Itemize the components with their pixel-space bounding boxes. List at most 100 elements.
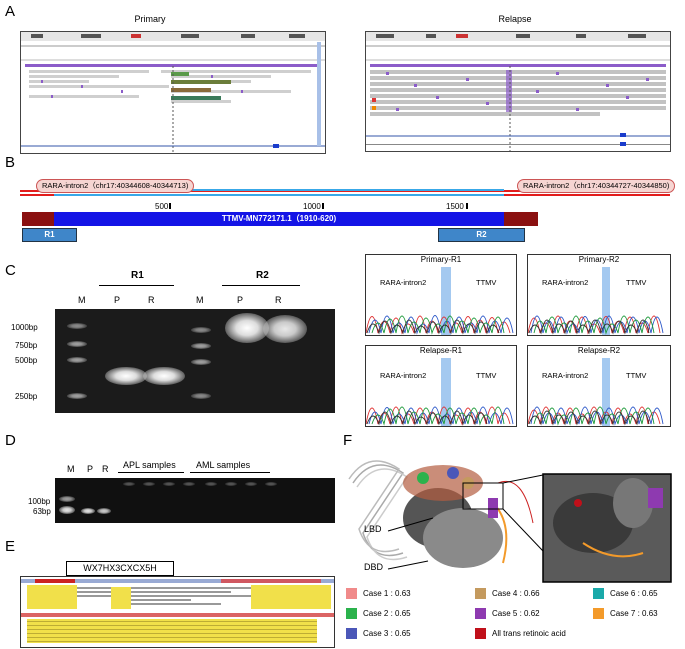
protein-structure	[348, 460, 672, 583]
sequence-alignment	[20, 576, 335, 648]
left-intron-label: RARA-intron2（chr17:40344608-40344713)	[36, 179, 195, 193]
legend-case-2: Case 2 : 0.65	[346, 608, 411, 619]
chrom-trace	[366, 315, 514, 335]
igv-primary-tracks	[21, 32, 325, 153]
chrom-title: Relapse-R1	[419, 346, 463, 355]
legend-label: Case 2 : 0.65	[363, 609, 411, 618]
ladder-500bp: 500bp	[15, 356, 38, 365]
tick-1000: 1000	[303, 202, 321, 211]
chrom-trace	[528, 315, 664, 335]
panel-label-a: A	[5, 3, 16, 20]
panel-label-f: F	[343, 432, 353, 449]
legend-case-6: Case 6 : 0.65	[593, 588, 658, 599]
chrom-right-label: TTMV	[626, 371, 647, 380]
tick-mark-1000	[322, 203, 324, 209]
ladder-1000bp: 1000bp	[11, 323, 38, 332]
relapse-title: Relapse	[498, 14, 532, 24]
panel-label-d: D	[5, 432, 16, 449]
chromatogram-primary-r2: Primary-R2 RARA-intron2 TTMV	[527, 254, 671, 336]
legend-atra: All trans retinoic acid	[475, 628, 566, 639]
ttmv-block: TTMV-MN772171.1（1910-620)	[54, 212, 504, 226]
legend-swatch	[593, 608, 604, 619]
legend-case-4: Case 4 : 0.66	[475, 588, 540, 599]
motif-box: WX7HX3CXCX5H	[66, 561, 174, 576]
gel-d-lane-m: M	[67, 464, 75, 474]
panel-label-e: E	[5, 538, 16, 555]
chrom-title: Primary-R2	[578, 255, 620, 264]
left-intron-block	[22, 212, 54, 226]
chrom-trace	[366, 406, 514, 426]
aml-samples-label: AML samples	[196, 460, 251, 470]
igv-primary-view	[20, 31, 326, 154]
apl-samples-label: APL samples	[123, 460, 176, 470]
gel-lane-6: R	[275, 295, 282, 305]
primer-r1: R1	[22, 228, 77, 242]
chrom-right-label: TTMV	[476, 371, 497, 380]
chromatogram-relapse-r2: Relapse-R2 RARA-intron2 TTMV	[527, 345, 671, 427]
gel-image-c	[55, 309, 335, 413]
primary-title: Primary	[134, 14, 166, 24]
igv-relapse-tracks	[366, 32, 670, 151]
gel-lane-1: M	[78, 295, 86, 305]
legend-label: All trans retinoic acid	[492, 629, 566, 638]
legend-swatch	[475, 588, 486, 599]
alignment-graphic	[21, 579, 334, 643]
chrom-right-label: TTMV	[476, 278, 497, 287]
chromatogram-relapse-r1: Relapse-R1 RARA-intron2 TTMV	[365, 345, 517, 427]
r2-bracket	[222, 285, 300, 286]
legend-label: Case 6 : 0.65	[610, 589, 658, 598]
tick-500: 500	[155, 202, 169, 211]
legend-case-5: Case 5 : 0.62	[475, 608, 540, 619]
right-intron-label: RARA-intron2（chr17:40344727-40344850)	[517, 179, 676, 193]
chrom-trace	[528, 406, 664, 426]
aml-bracket	[190, 472, 270, 473]
legend-label: Case 5 : 0.62	[492, 609, 540, 618]
gel-lane-3: R	[148, 295, 155, 305]
panel-label-b: B	[5, 154, 16, 171]
r1-bracket	[99, 285, 174, 286]
right-intron-block	[504, 212, 538, 226]
gel-r2-label: R2	[256, 270, 269, 281]
legend-case-1: Case 1 : 0.63	[346, 588, 411, 599]
ladder-63bp: 63bp	[33, 507, 51, 516]
legend-swatch	[475, 628, 486, 639]
primer-r2: R2	[438, 228, 525, 242]
gel-d-lane-r: R	[102, 464, 109, 474]
chrom-left-label: RARA-intron2	[380, 371, 427, 380]
apl-bracket	[118, 472, 184, 473]
tick-mark-500	[169, 203, 171, 209]
legend-label: Case 3 : 0.65	[363, 629, 411, 638]
igv-relapse-view	[365, 31, 671, 152]
ladder-100bp: 100bp	[28, 497, 51, 506]
gel-d-lane-p: P	[87, 464, 94, 474]
chrom-right-label: TTMV	[626, 278, 647, 287]
dbd-label: DBD	[364, 562, 384, 572]
legend-swatch	[475, 608, 486, 619]
gel-lane-2: P	[114, 295, 121, 305]
legend-swatch	[593, 588, 604, 599]
ladder-250bp: 250bp	[15, 392, 38, 401]
legend-label: Case 1 : 0.63	[363, 589, 411, 598]
tick-mark-1500	[466, 203, 468, 209]
gel-image-d	[55, 478, 335, 523]
legend-label: Case 7 : 0.63	[610, 609, 658, 618]
tick-1500: 1500	[446, 202, 464, 211]
legend-case-7: Case 7 : 0.63	[593, 608, 658, 619]
gel-lane-5: P	[237, 295, 244, 305]
gel-r1-label: R1	[131, 270, 144, 281]
chrom-title: Relapse-R2	[577, 346, 621, 355]
legend-swatch	[346, 588, 357, 599]
chrom-left-label: RARA-intron2	[542, 371, 589, 380]
chrom-title: Primary-R1	[420, 255, 462, 264]
legend-label: Case 4 : 0.66	[492, 589, 540, 598]
legend-swatch	[346, 628, 357, 639]
legend-swatch	[346, 608, 357, 619]
chromatogram-primary-r1: Primary-R1 RARA-intron2 TTMV	[365, 254, 517, 336]
legend-case-3: Case 3 : 0.65	[346, 628, 411, 639]
panel-label-c: C	[5, 262, 16, 279]
chrom-left-label: RARA-intron2	[542, 278, 589, 287]
chrom-left-label: RARA-intron2	[380, 278, 427, 287]
ladder-750bp: 750bp	[15, 341, 38, 350]
lbd-label: LBD	[364, 524, 382, 534]
gel-lane-4: M	[196, 295, 204, 305]
